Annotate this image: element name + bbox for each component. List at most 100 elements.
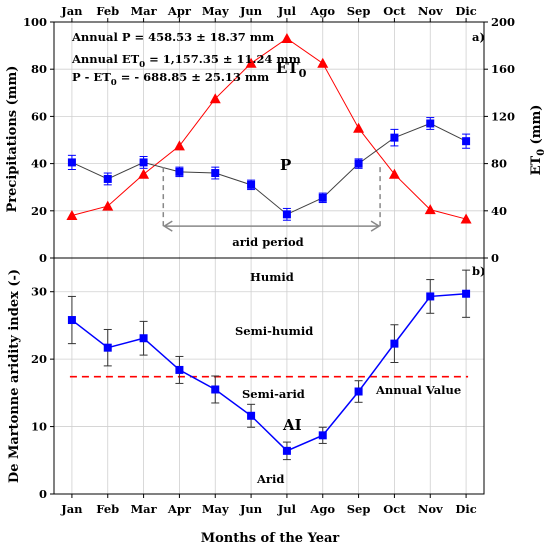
data-point-ai — [390, 339, 399, 348]
y-tick-label-right-top: 120 — [491, 109, 515, 123]
y-axis-title-right-top: ET0 (mm) — [529, 105, 547, 176]
x-tick-label-bottom: Feb — [96, 502, 119, 516]
x-tick-label-bottom: Jul — [277, 502, 297, 516]
data-point-ai — [139, 334, 148, 343]
x-tick-label-top: Jun — [239, 4, 263, 18]
x-tick-label-bottom: Apr — [167, 502, 192, 516]
y-tick-label-left-top: 20 — [31, 204, 47, 218]
data-point-p — [318, 193, 327, 202]
y-tick-label-left-bottom: 30 — [31, 285, 47, 299]
data-point-ai — [103, 343, 112, 352]
x-tick-label-top: Apr — [167, 4, 192, 18]
x-tick-label-top: Oct — [383, 4, 406, 18]
arid-period-arrowhead-left — [162, 220, 173, 232]
y-tick-label-left-top: 60 — [31, 109, 47, 123]
x-tick-label-top: Jan — [60, 4, 83, 18]
y-tick-label-left-top: 80 — [31, 62, 47, 76]
data-point-p — [282, 210, 291, 219]
x-tick-label-bottom: Jun — [239, 502, 263, 516]
annotation-annual-p: Annual P = 458.53 ± 18.37 mm — [71, 30, 274, 44]
data-point-ai — [354, 387, 363, 396]
data-point-ai — [426, 292, 435, 301]
data-point-ai — [67, 316, 76, 325]
data-point-p — [354, 159, 363, 168]
y-tick-label-left-bottom: 10 — [31, 420, 47, 434]
y-tick-label-left-top: 0 — [39, 251, 47, 265]
annotation-annual-et0: Annual ET0 = 1,157.35 ± 11.24 mm — [71, 52, 301, 70]
y-axis-title-left-top: Precipitations (mm) — [5, 66, 20, 213]
x-tick-label-top: Dic — [455, 4, 476, 18]
label-annual-value: Annual Value — [375, 383, 461, 397]
data-layer — [66, 33, 472, 461]
panel-b-frame — [53, 257, 485, 495]
y-tick-label-left-top: 40 — [31, 157, 47, 171]
data-point-p — [103, 174, 112, 183]
label-et0: ET0 — [276, 59, 307, 80]
zone-label-arid: Arid — [256, 472, 284, 486]
data-point-ai — [211, 385, 220, 394]
series-line-et0 — [71, 37, 467, 220]
label-arid-period: arid period — [232, 235, 303, 249]
zone-label-semi-arid: Semi-arid — [242, 387, 305, 401]
data-point-et0 — [353, 122, 365, 133]
data-point-p — [67, 158, 76, 167]
data-point-ai — [175, 365, 184, 374]
y-tick-label-left-top: 100 — [23, 15, 47, 29]
data-point-p — [175, 167, 184, 176]
frame-layer: 0 20 40 60 80 100 0 40 80 120 160 200 0 10 20 30 Jan Jan F… — [23, 4, 515, 516]
y-tick-label-left-bottom: 0 — [39, 487, 47, 501]
x-tick-label-bottom: Oct — [383, 502, 406, 516]
annotation-p-minus-et0: P - ET0 = - 688.85 ± 25.13 mm — [72, 70, 269, 88]
data-point-p — [247, 180, 256, 189]
zone-label-humid: Humid — [250, 270, 294, 284]
data-point-et0 — [102, 200, 114, 211]
data-point-ai — [462, 289, 471, 298]
x-tick-label-top: May — [202, 4, 229, 18]
data-point-et0 — [281, 33, 293, 44]
label-p: P — [280, 156, 291, 174]
data-point-p — [462, 137, 471, 146]
y-tick-label-left-bottom: 20 — [31, 352, 47, 366]
label-ai: AI — [282, 416, 302, 434]
data-point-p — [426, 119, 435, 128]
data-point-et0 — [317, 57, 329, 68]
x-tick-label-top: Mar — [130, 4, 157, 18]
x-tick-label-top: Feb — [96, 4, 119, 18]
data-point-et0 — [209, 93, 221, 104]
zone-label-semi-humid: Semi-humid — [235, 324, 313, 338]
data-point-ai — [282, 446, 291, 455]
data-point-p — [390, 133, 399, 142]
x-tick-label-bottom: Dic — [455, 502, 476, 516]
y-tick-label-right-top: 160 — [491, 62, 515, 76]
y-axis-title-left-bottom: De Martonne aridity index (-) — [7, 269, 22, 483]
y-tick-label-right-top: 80 — [491, 157, 507, 171]
x-tick-label-top: Sep — [347, 4, 371, 18]
data-point-p — [139, 158, 148, 167]
x-tick-label-bottom: May — [202, 502, 229, 516]
x-tick-label-top: Jul — [277, 4, 297, 18]
x-tick-label-bottom: Jan — [60, 502, 83, 516]
x-tick-label-bottom: Mar — [130, 502, 157, 516]
data-point-et0 — [66, 210, 78, 221]
data-point-et0 — [173, 140, 185, 151]
data-point-et0 — [460, 213, 472, 224]
series-line-p — [71, 122, 467, 215]
y-tick-label-right-top: 200 — [491, 15, 515, 29]
series-line-ai — [71, 292, 467, 452]
data-point-ai — [247, 411, 256, 420]
data-point-et0 — [388, 168, 400, 179]
data-point-p — [211, 169, 220, 178]
y-tick-label-right-top: 40 — [491, 204, 507, 218]
panel-label-b: b) — [472, 264, 485, 278]
data-point-et0 — [245, 57, 257, 68]
x-tick-label-top: Nov — [418, 4, 443, 18]
data-point-ai — [318, 431, 327, 440]
x-axis-title: Months of the Year — [201, 531, 340, 546]
x-tick-label-bottom: Ago — [309, 502, 335, 516]
x-tick-label-bottom: Nov — [418, 502, 443, 516]
arid-period-arrowhead-right — [370, 220, 381, 232]
data-point-et0 — [424, 204, 436, 215]
data-point-et0 — [138, 168, 150, 179]
